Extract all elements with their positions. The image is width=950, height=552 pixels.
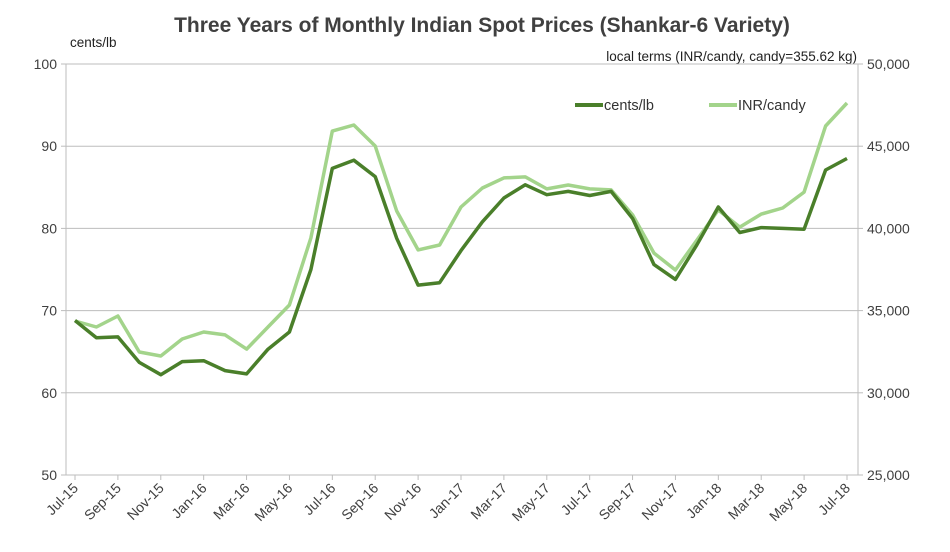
- x-tick-label: Sep-17: [595, 480, 638, 523]
- x-tick-label: May-17: [509, 480, 553, 524]
- tick-labels: 50 25,000 60 30,000 70 35,000 80 40,000 90 45,000…: [34, 56, 910, 524]
- right-tick-label: 50,000: [867, 56, 910, 72]
- left-tick-label: 50: [41, 467, 57, 483]
- x-tick-label: Jul-15: [43, 480, 81, 518]
- series-line-cents-lb: [73, 156, 848, 377]
- x-tick-label: Jan-18: [683, 480, 725, 522]
- legend: cents/lb INR/candy: [575, 98, 806, 114]
- left-tick-label: 70: [41, 303, 57, 319]
- x-tick-label: Sep-15: [81, 480, 124, 523]
- left-tick-label: 90: [41, 138, 57, 154]
- x-tick-label: Nov-16: [381, 480, 424, 523]
- gridlines: [66, 63, 858, 394]
- axes: [61, 63, 863, 480]
- x-tick-label: Mar-17: [467, 480, 510, 523]
- right-tick-label: 25,000: [867, 467, 910, 483]
- x-tick-label: Jul-18: [815, 480, 853, 518]
- right-tick-label: 30,000: [867, 385, 910, 401]
- right-tick-label: 40,000: [867, 220, 910, 236]
- legend-label-inr: INR/candy: [738, 98, 806, 114]
- x-tick-label: Nov-15: [124, 480, 167, 523]
- x-tick-label: Sep-16: [338, 480, 381, 523]
- series-line-inr-candy: [74, 101, 849, 358]
- x-tick-label: Mar-16: [210, 480, 253, 523]
- chart-title: Three Years of Monthly Indian Spot Price…: [174, 14, 790, 37]
- x-tick-label: May-16: [251, 480, 295, 524]
- x-tick-label: Jul-16: [300, 480, 338, 518]
- left-axis-label: cents/lb: [70, 35, 117, 50]
- left-tick-label: 60: [41, 385, 57, 401]
- x-tick-label: Jan-16: [168, 480, 210, 522]
- legend-label-cents: cents/lb: [604, 98, 654, 114]
- right-tick-label: 35,000: [867, 303, 910, 319]
- x-tick-label: Jan-17: [426, 480, 468, 522]
- x-tick-label: Jul-17: [558, 480, 596, 518]
- series-lines: [73, 101, 849, 377]
- right-axis-label: local terms (INR/candy, candy=355.62 kg): [606, 49, 857, 64]
- x-tick-label: Mar-18: [725, 480, 768, 523]
- left-tick-label: 100: [34, 56, 58, 72]
- left-tick-label: 80: [41, 220, 57, 236]
- x-tick-label: Nov-17: [638, 480, 681, 523]
- x-tick-label: May-18: [766, 480, 810, 524]
- right-tick-label: 45,000: [867, 138, 910, 154]
